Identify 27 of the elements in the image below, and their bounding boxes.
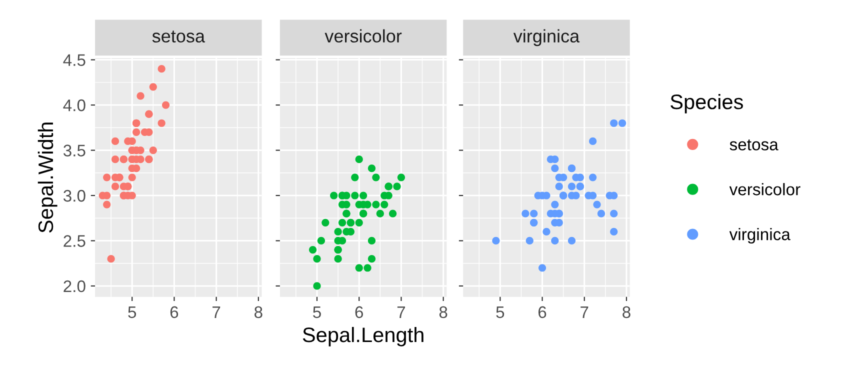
x-tick-label: 6 [538,306,546,318]
x-tick-label: 6 [170,306,178,318]
legend-label: virginica [729,228,790,244]
x-tick-label: 5 [313,306,321,318]
x-axis-title: Sepal.Length [302,326,424,346]
x-tick-label: 6 [355,306,364,318]
y-tick-label: 2.5 [64,235,86,247]
legend-label: versicolor [729,183,800,196]
legend-title: Species [670,94,743,114]
legend-label: setosa [730,139,778,150]
chart-title: versicolor [324,29,402,43]
x-tick-label: 8 [622,306,630,318]
x-tick-label: 8 [254,306,262,318]
y-tick-label: 3.5 [63,144,86,156]
y-tick-label: 3.0 [63,190,86,202]
x-tick-label: 7 [580,306,588,318]
y-axis-title: Sepal.Width [38,122,58,233]
chart-title: virginica [513,29,580,46]
chart-title: setosa [152,30,206,43]
x-tick-label: 7 [212,306,220,318]
y-tick-label: 4.5 [63,54,86,66]
y-tick-label: 4.0 [63,99,86,112]
x-tick-label: 5 [128,306,136,318]
x-tick-label: 5 [496,306,504,318]
x-tick-label: 8 [439,306,448,318]
x-tick-label: 7 [397,306,406,318]
y-tick-label: 2.0 [64,280,86,292]
